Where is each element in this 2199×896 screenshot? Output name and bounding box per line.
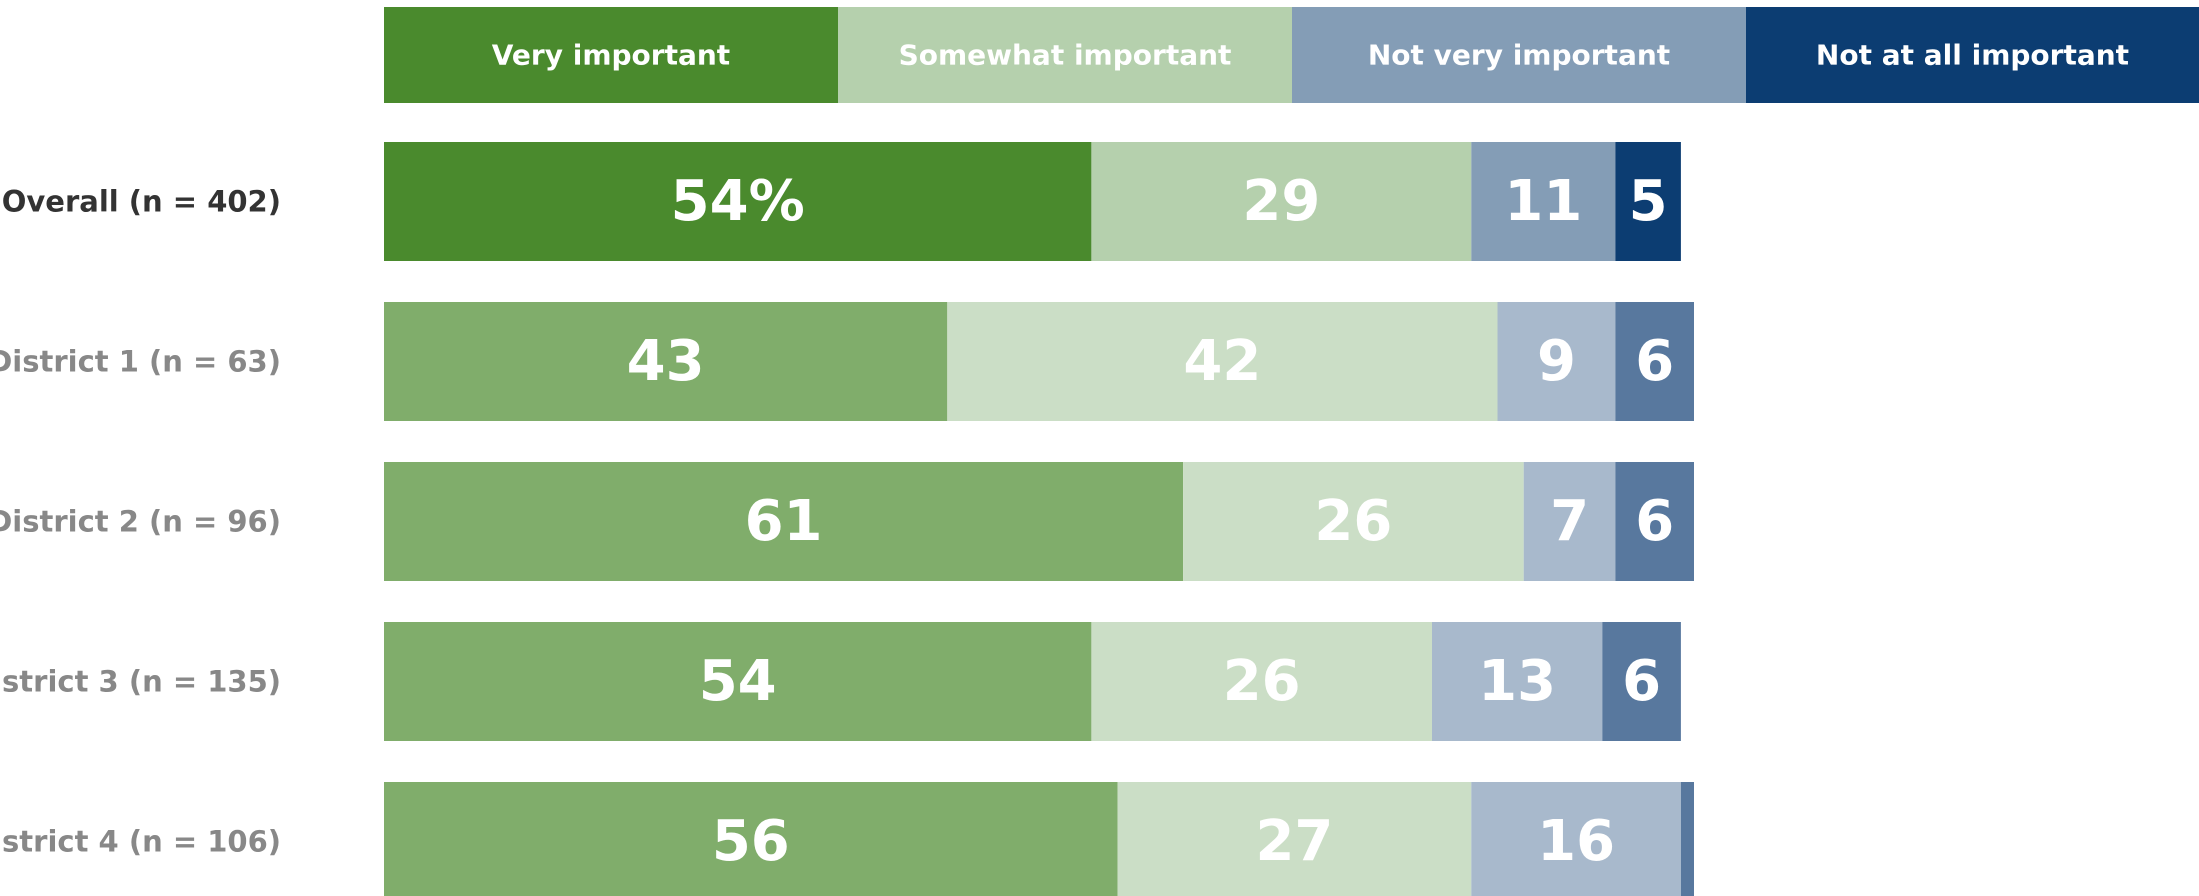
bar-value-label: 56 bbox=[712, 809, 790, 874]
legend-swatch-4 bbox=[1746, 7, 2199, 103]
bar-value-label: 26 bbox=[1314, 489, 1392, 554]
legend-swatch-3 bbox=[1292, 7, 1746, 103]
category-label: District 1 (n = 63) bbox=[0, 345, 281, 379]
bar-segment bbox=[1117, 782, 1472, 896]
category-label: District 3 (n = 135) bbox=[0, 665, 281, 699]
legend-label-3: Not very important bbox=[1368, 39, 1670, 72]
bar-segment bbox=[384, 782, 1118, 896]
legend-label-2: Somewhat important bbox=[899, 39, 1232, 72]
bar-segment bbox=[384, 302, 948, 421]
bar-segment bbox=[1471, 142, 1616, 261]
bar-value-label: 9 bbox=[1537, 329, 1576, 394]
legend: Very important Somewhat important Not very… bbox=[384, 7, 2199, 103]
legend-swatch-1 bbox=[384, 7, 838, 103]
bar-segment bbox=[1091, 142, 1472, 261]
bar-value-label: 7 bbox=[1550, 489, 1589, 554]
bar-value-label: 54% bbox=[671, 169, 805, 234]
bar-segment bbox=[1497, 302, 1616, 421]
bar-value-label: 16 bbox=[1537, 809, 1615, 874]
bar-value-label: 11 bbox=[1504, 169, 1582, 234]
legend-label-4: Not at all important bbox=[1816, 39, 2129, 72]
bar-value-label: 42 bbox=[1183, 329, 1261, 394]
bar-segment bbox=[1183, 462, 1524, 581]
bar-segment bbox=[1091, 622, 1432, 741]
bar-segment bbox=[1471, 782, 1681, 896]
bar-segment bbox=[1615, 462, 1694, 581]
bar-segment bbox=[947, 302, 1498, 421]
bar-segment bbox=[1615, 142, 1681, 261]
bar-value-label: 43 bbox=[627, 329, 705, 394]
bar-segment bbox=[1615, 302, 1694, 421]
bar-value-label: 5 bbox=[1629, 169, 1668, 234]
bar-value-label: 29 bbox=[1242, 169, 1320, 234]
bar-value-label: 27 bbox=[1255, 809, 1333, 874]
category-label: District 4 (n = 106) bbox=[0, 825, 281, 859]
bar-segment bbox=[1432, 622, 1603, 741]
legend-label-1: Very important bbox=[492, 39, 730, 72]
category-label: Overall (n = 402) bbox=[2, 185, 281, 219]
bar-segment bbox=[384, 622, 1092, 741]
bar-value-label: 54 bbox=[699, 649, 777, 714]
bar-segment bbox=[384, 462, 1184, 581]
bar-value-label: 26 bbox=[1223, 649, 1301, 714]
bar-value-label: 61 bbox=[745, 489, 823, 554]
bar-segment bbox=[384, 142, 1092, 261]
bar-value-label: 6 bbox=[1622, 649, 1661, 714]
legend-swatch-2 bbox=[838, 7, 1292, 103]
bar-segment bbox=[1523, 462, 1616, 581]
bar-value-label: 13 bbox=[1478, 649, 1556, 714]
bar-segment bbox=[1680, 782, 1694, 896]
bar-value-label: 6 bbox=[1635, 329, 1674, 394]
bar-rows: Overall (n = 402) 54% 29 11 5 District 1 (n =… bbox=[0, 142, 1694, 896]
category-label: District 2 (n = 96) bbox=[0, 505, 281, 539]
bar-segment bbox=[1602, 622, 1681, 741]
bar-value-label: 6 bbox=[1635, 489, 1674, 554]
